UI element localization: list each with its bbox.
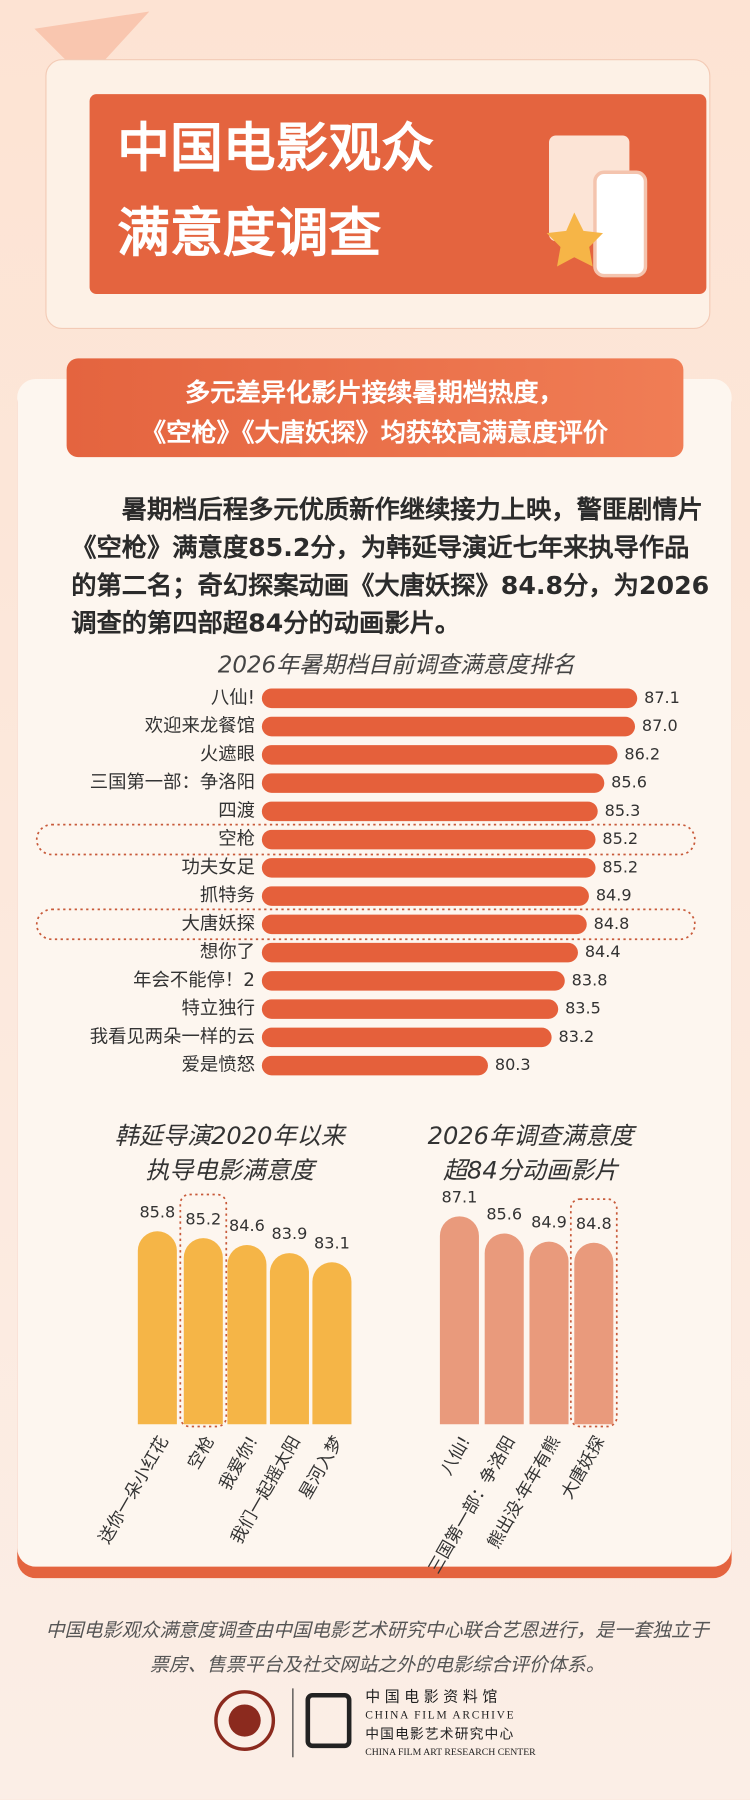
value-label: 83.1	[314, 1233, 350, 1252]
value-label: 84.8	[576, 1214, 612, 1233]
phone-icon	[593, 170, 648, 278]
bar	[261, 999, 559, 1019]
value-label: 87.1	[442, 1187, 478, 1206]
value-label: 84.9	[531, 1213, 567, 1232]
bar	[261, 688, 638, 709]
value-label: 87.1	[644, 688, 680, 707]
value-label: 84.6	[229, 1216, 265, 1235]
footer-note: 中国电影观众满意度调查由中国电影艺术研究中心联合艺恩进行，是一套独立于票房、售票…	[45, 1619, 709, 1676]
bar	[261, 942, 578, 963]
subtitle: 《空枪》《大唐妖探》均获较高满意度评价	[141, 418, 609, 447]
subtitle-banner	[66, 358, 684, 458]
category-label: 特立独行	[182, 998, 255, 1019]
category-label: 爱是愤怒	[182, 1055, 255, 1076]
chart-title: 超84分动画影片	[443, 1157, 620, 1185]
star-icon	[546, 212, 603, 267]
value-label: 84.4	[585, 942, 621, 961]
bar	[261, 1055, 488, 1076]
category-label: 火遮眼	[200, 744, 255, 765]
chart-title: 2026年调查满意度	[428, 1122, 638, 1150]
bar	[183, 1238, 223, 1425]
category-label: 空枪	[218, 829, 255, 850]
category-label: 欢迎来龙餐馆	[145, 716, 255, 737]
value-label: 85.2	[602, 857, 638, 876]
bar	[261, 914, 587, 935]
bar	[574, 1242, 614, 1425]
value-label: 83.8	[572, 970, 608, 989]
value-label: 85.6	[611, 773, 647, 792]
bar	[261, 829, 596, 850]
category-label: 三国第一部：争洛阳	[90, 772, 255, 793]
bar	[227, 1245, 267, 1425]
category-label: 四渡	[218, 800, 255, 821]
bar	[261, 801, 598, 822]
logo-text: CHINA FILM ART RESEARCH CENTER	[365, 1747, 536, 1758]
category-label: 八仙!	[211, 687, 255, 708]
logo-text: 中国电影艺术研究中心	[365, 1726, 514, 1742]
logo-emblem	[214, 1690, 276, 1751]
logo-film	[305, 1692, 352, 1749]
bar	[439, 1216, 479, 1425]
bar	[261, 858, 596, 878]
value-label: 86.2	[624, 744, 660, 763]
bar	[261, 886, 589, 906]
chart-title: 执导电影满意度	[145, 1157, 318, 1185]
bar	[529, 1241, 569, 1425]
bar	[261, 773, 605, 793]
value-label: 83.2	[559, 1027, 595, 1046]
paper-plane	[34, 11, 150, 81]
highlight-box	[179, 1193, 228, 1428]
category-label: 想你了	[200, 942, 255, 963]
highlight-box	[569, 1198, 618, 1428]
bar	[261, 745, 618, 765]
bar	[312, 1262, 352, 1425]
value-label: 84.9	[596, 886, 632, 905]
value-label: 85.6	[486, 1205, 522, 1224]
header-title: 满意度调查	[117, 203, 381, 264]
highlight-box	[35, 823, 696, 856]
chart-title: 2026年暑期档目前调查满意度排名	[218, 653, 576, 679]
logo-text: 中国电影资料馆	[365, 1688, 502, 1706]
logo-text: CHINA FILM ARCHIVE	[365, 1710, 515, 1722]
value-label: 87.0	[642, 716, 678, 735]
value-label: 85.2	[185, 1209, 221, 1228]
value-label: 85.2	[602, 829, 638, 848]
category-label: 抓特务	[200, 885, 255, 906]
value-label: 83.5	[565, 999, 601, 1018]
chart-title: 韩延导演2020年以来	[115, 1122, 348, 1150]
subtitle: 多元差异化影片接续暑期档热度，	[185, 378, 564, 407]
category-label: 大唐妖探	[182, 913, 255, 934]
bar	[261, 1027, 552, 1048]
logo-emblem	[228, 1704, 261, 1737]
highlight-box	[35, 908, 696, 941]
bar	[261, 971, 565, 991]
category-label: 功夫女足	[182, 857, 255, 878]
bar	[137, 1231, 177, 1425]
bar	[261, 716, 636, 737]
bar	[269, 1253, 309, 1425]
paragraph: 暑期档后程多元优质新作继续接力上映，警匪剧情片《空枪》满意度85.2分，为韩延导…	[71, 496, 710, 639]
category-label: 我看见两朵一样的云	[90, 1026, 255, 1047]
value-label: 85.8	[139, 1202, 175, 1221]
bar	[484, 1233, 524, 1425]
value-label: 84.8	[594, 914, 630, 933]
value-label: 85.3	[605, 801, 641, 820]
value-label: 83.9	[272, 1224, 308, 1243]
value-label: 80.3	[495, 1055, 531, 1074]
header-title: 中国电影观众	[117, 118, 434, 179]
category-label: 年会不能停！2	[133, 970, 255, 991]
